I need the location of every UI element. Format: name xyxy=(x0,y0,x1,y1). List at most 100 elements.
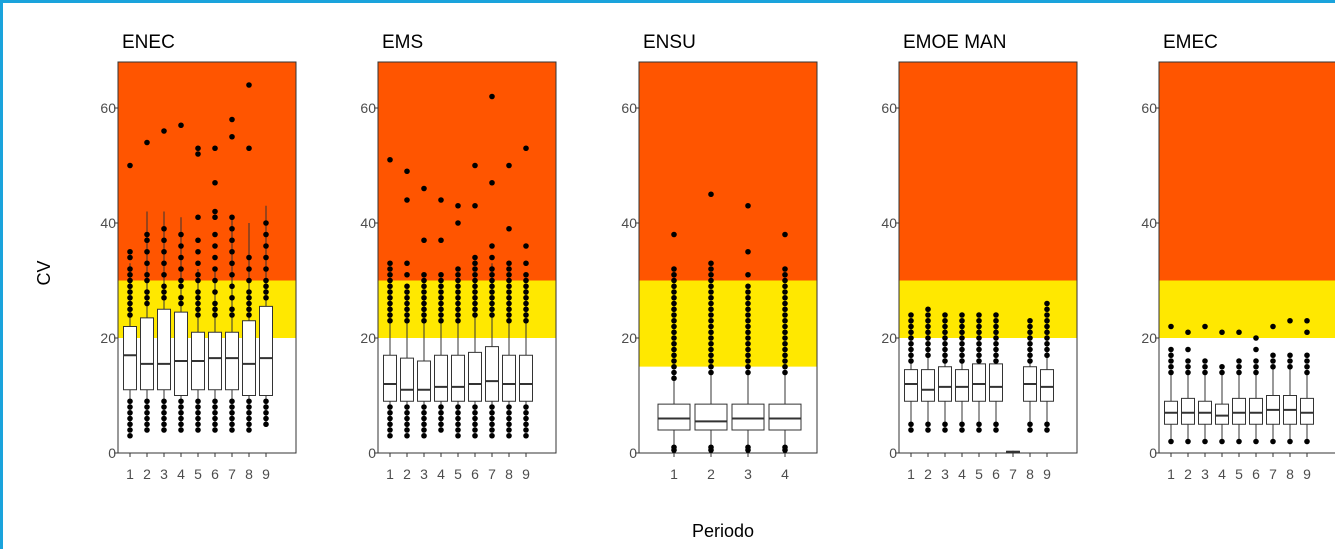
outlier-point xyxy=(455,312,461,318)
outlier-point xyxy=(455,421,461,428)
box-iqr xyxy=(768,403,802,431)
outlier-point xyxy=(229,116,235,123)
outlier-point xyxy=(195,312,201,318)
outlier-point xyxy=(745,283,751,290)
outlier-point xyxy=(404,432,410,439)
outlier-point xyxy=(1185,346,1191,353)
outlier-point xyxy=(229,260,235,267)
outlier-point xyxy=(472,421,478,428)
outlier-point xyxy=(506,317,512,324)
x-tick-label: 7 xyxy=(228,466,236,482)
x-tick-label: 3 xyxy=(420,466,428,482)
outlier-point xyxy=(263,243,269,249)
outlier-point xyxy=(782,447,788,453)
outlier-point xyxy=(959,340,965,347)
outlier-point xyxy=(1304,329,1310,336)
y-tick-label: 40 xyxy=(1141,215,1157,231)
outlier-point xyxy=(387,156,393,163)
outlier-point xyxy=(1287,317,1293,324)
x-tick-label: 5 xyxy=(975,466,983,482)
outlier-point xyxy=(489,277,495,284)
x-tick-label: 1 xyxy=(1167,466,1175,482)
outlier-point xyxy=(782,358,788,364)
outlier-point xyxy=(908,312,914,318)
outlier-point xyxy=(671,294,677,301)
outlier-point xyxy=(993,340,999,347)
outlier-point xyxy=(246,398,252,405)
outlier-point xyxy=(959,352,965,359)
outlier-point xyxy=(127,300,133,307)
outlier-point xyxy=(523,243,529,249)
outlier-point xyxy=(745,335,751,341)
outlier-point xyxy=(387,312,393,318)
outlier-point xyxy=(708,266,714,272)
outlier-point xyxy=(421,294,427,301)
band-red xyxy=(118,62,296,281)
outlier-point xyxy=(212,421,218,428)
box-2: 2 xyxy=(1181,329,1195,482)
outlier-point xyxy=(404,415,410,422)
box-3: 3 xyxy=(1198,323,1212,482)
outlier-point xyxy=(908,352,914,359)
outlier-point xyxy=(745,369,751,376)
outlier-point xyxy=(421,277,427,284)
outlier-point xyxy=(144,427,150,433)
outlier-point xyxy=(523,306,529,313)
outlier-point xyxy=(942,346,948,353)
x-tick-label: 4 xyxy=(177,466,185,482)
outlier-point xyxy=(438,415,444,422)
outlier-point xyxy=(976,352,982,359)
outlier-point xyxy=(387,404,393,410)
outlier-point xyxy=(782,329,788,336)
outlier-point xyxy=(671,266,677,272)
outlier-point xyxy=(1168,363,1174,370)
x-tick-label: 2 xyxy=(1184,466,1192,482)
outlier-point xyxy=(421,271,427,278)
outlier-point xyxy=(976,329,982,336)
x-tick-label: 3 xyxy=(160,466,168,482)
outlier-point xyxy=(438,312,444,318)
panel-title: ENEC xyxy=(122,32,175,53)
outlier-point xyxy=(387,271,393,278)
outlier-point xyxy=(1027,427,1033,433)
outlier-point xyxy=(387,427,393,433)
outlier-point xyxy=(908,323,914,330)
outlier-point xyxy=(472,254,478,261)
panel-title: EMS xyxy=(382,32,423,53)
outlier-point xyxy=(195,409,201,416)
box-1: 1 xyxy=(123,162,137,482)
outlier-point xyxy=(144,139,150,146)
outlier-point xyxy=(506,271,512,278)
box-iqr xyxy=(225,331,239,391)
box-3: 3 xyxy=(417,185,431,482)
outlier-point xyxy=(745,312,751,318)
outlier-point xyxy=(229,237,235,244)
outlier-point xyxy=(1168,369,1174,376)
box-iqr xyxy=(123,326,137,391)
outlier-point xyxy=(942,335,948,341)
box-4: 4 xyxy=(768,231,802,482)
outlier-point xyxy=(959,323,965,330)
outlier-point xyxy=(455,300,461,307)
outlier-point xyxy=(127,432,133,439)
outlier-point xyxy=(959,329,965,336)
outlier-point xyxy=(421,317,427,324)
outlier-point xyxy=(1185,363,1191,370)
outlier-point xyxy=(993,317,999,324)
outlier-point xyxy=(671,447,677,453)
outlier-point xyxy=(161,289,167,295)
outlier-point xyxy=(523,294,529,301)
outlier-point xyxy=(195,306,201,313)
box-9: 9 xyxy=(259,205,273,482)
y-tick-label: 60 xyxy=(360,100,376,116)
outlier-point xyxy=(195,277,201,284)
outlier-point xyxy=(708,323,714,330)
outlier-point xyxy=(506,283,512,290)
outlier-point xyxy=(1253,438,1259,445)
outlier-point xyxy=(1044,340,1050,347)
outlier-point xyxy=(229,427,235,433)
box-7: 7 xyxy=(485,93,499,482)
y-tick-label: 0 xyxy=(1149,445,1157,461)
x-tick-label: 5 xyxy=(454,466,462,482)
